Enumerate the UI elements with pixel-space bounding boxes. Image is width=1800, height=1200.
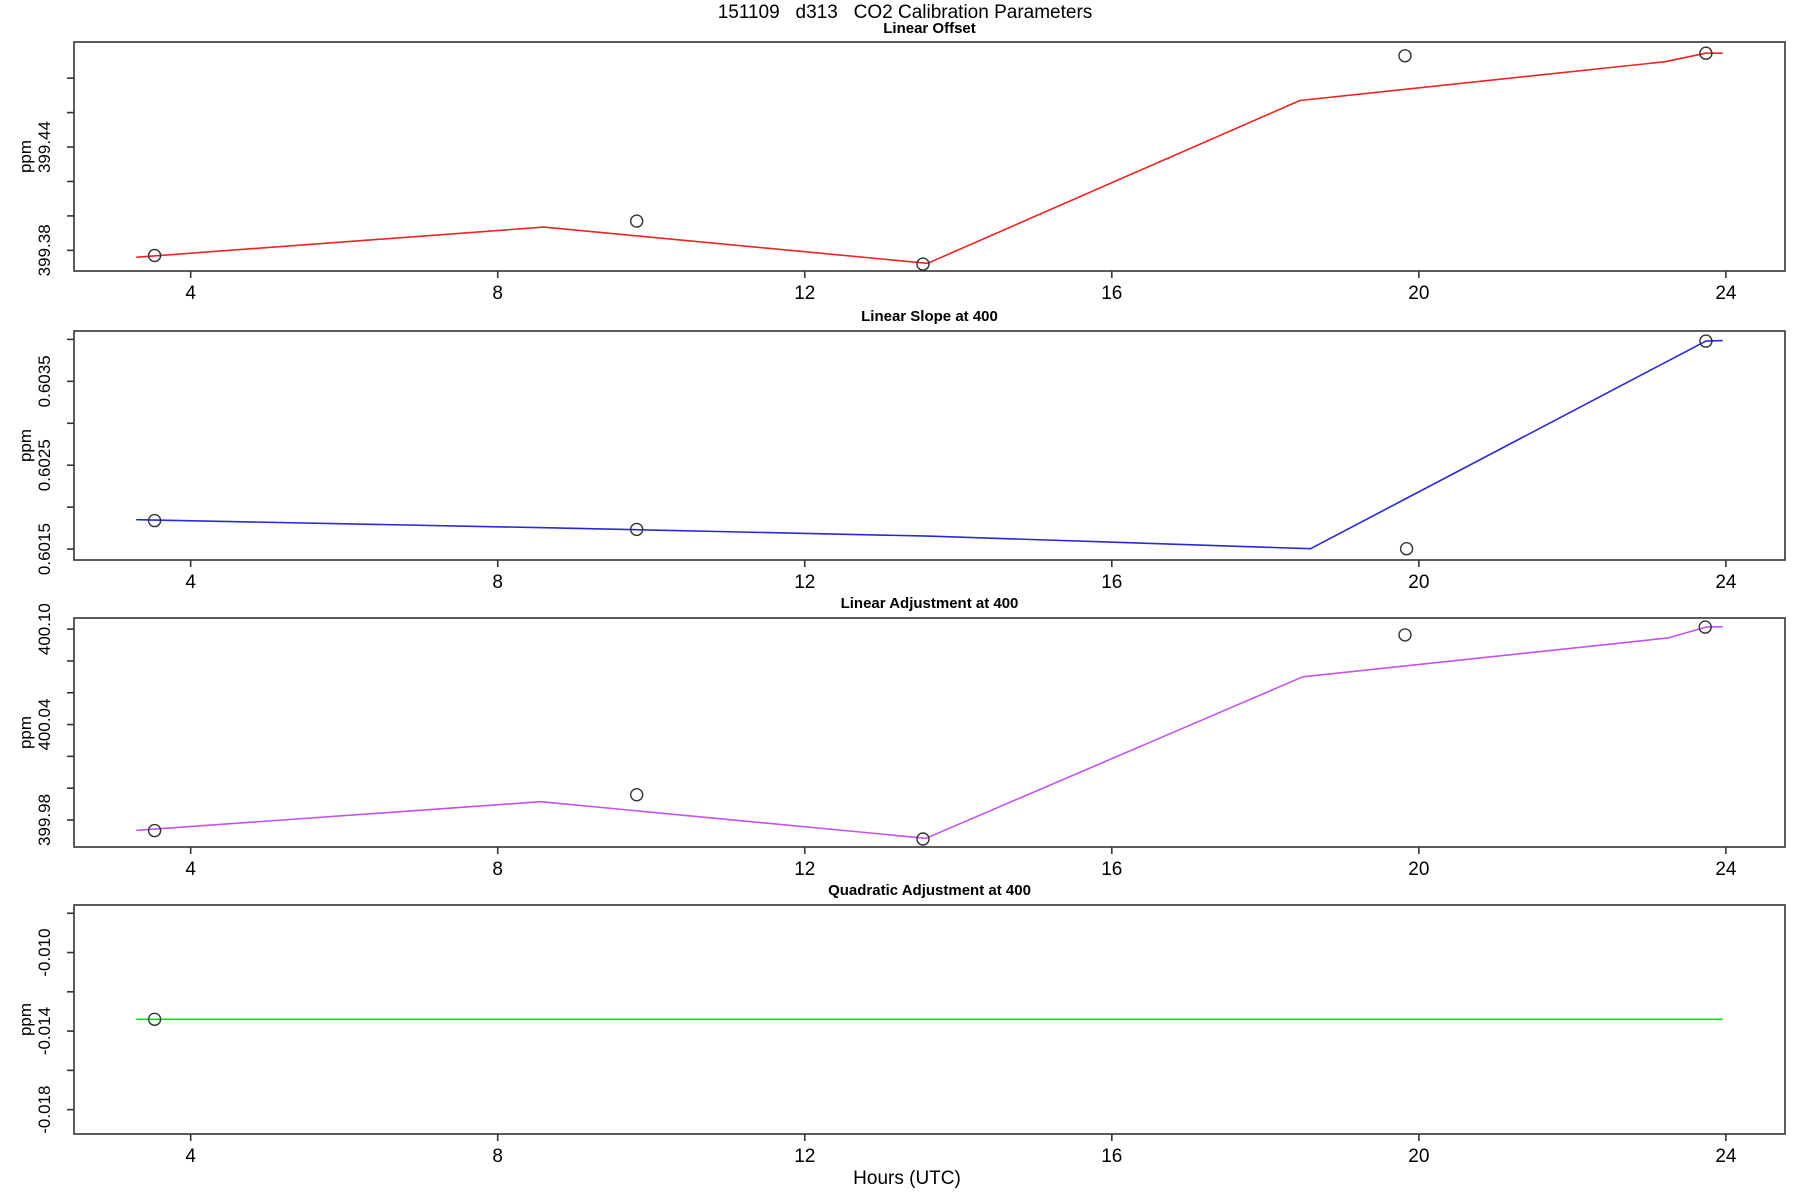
x-tick-label: 4: [185, 572, 196, 593]
figure-title: 151109 d313 CO2 Calibration Parameters: [717, 2, 1093, 23]
x-tick-label: 4: [185, 1146, 196, 1167]
data-point-circle: [147, 823, 162, 838]
x-tick-label: 4: [185, 283, 196, 304]
data-point-circle: [630, 788, 644, 802]
panel-title-quadratic-adjustment: Quadratic Adjustment at 400: [828, 882, 1031, 899]
panel-1: 4 8 12 16 20 24 0.6015 0.6025 0.6035 ppm: [16, 330, 1786, 593]
data-point-circle: [1398, 49, 1412, 63]
x-tick-label: 16: [1101, 1146, 1122, 1167]
x-tick-label: 12: [794, 572, 815, 593]
x-tick-label: 8: [492, 859, 503, 880]
data-point-circle: [1699, 46, 1713, 60]
x-tick-label: 24: [1715, 572, 1737, 593]
plot-box: [73, 330, 1786, 561]
data-point-circle: [1399, 542, 1414, 556]
panel-2: 4 8 12 16 20 24 399.98 400.04 400.10 ppm: [16, 603, 1786, 880]
x-tick-label: 16: [1101, 572, 1122, 593]
plot-box: [73, 41, 1786, 272]
x-tick-label: 20: [1408, 283, 1429, 304]
y-axis-title: ppm: [16, 140, 35, 173]
data-point-circle: [147, 1012, 162, 1026]
y-tick-label: -0.014: [35, 1007, 54, 1055]
y-tick-label: 0.6015: [35, 523, 54, 575]
y-tick-label: 0.6025: [35, 439, 54, 491]
plot-box: [73, 904, 1786, 1135]
panel-title-linear-slope: Linear Slope at 400: [861, 308, 998, 325]
x-tick-label: 8: [492, 572, 503, 593]
data-point-circle: [1699, 334, 1713, 348]
data-point-circle: [916, 257, 930, 271]
panel-3: 4 8 12 16 20 24 -0.018 -0.014 -0.010 ppm: [16, 904, 1786, 1167]
x-axis-title: Hours (UTC): [853, 1168, 961, 1189]
panel-title-linear-adjustment: Linear Adjustment at 400: [840, 595, 1019, 612]
data-point-circle: [147, 513, 162, 528]
y-tick-label: 0.6035: [35, 355, 54, 407]
x-tick-label: 12: [794, 859, 815, 880]
x-tick-label: 12: [794, 283, 815, 304]
y-tick-label: 399.98: [35, 794, 54, 846]
x-tick-label: 24: [1715, 1146, 1737, 1167]
x-tick-label: 24: [1715, 859, 1737, 880]
y-tick-label: 399.38: [35, 224, 54, 276]
data-point-circle: [1698, 620, 1712, 634]
y-axis-title: ppm: [16, 1003, 35, 1036]
x-tick-label: 20: [1408, 572, 1429, 593]
x-tick-label: 8: [492, 1146, 503, 1167]
y-axis-title: ppm: [16, 716, 35, 749]
x-tick-label: 20: [1408, 859, 1429, 880]
series-line: [136, 625, 1723, 840]
panel-title-linear-offset: Linear Offset: [883, 20, 976, 37]
data-point-circle: [630, 522, 644, 537]
series-line: [136, 339, 1723, 550]
data-point-circle: [916, 832, 930, 846]
x-tick-label: 4: [185, 859, 196, 880]
y-tick-label: 399.44: [35, 121, 54, 173]
x-tick-label: 16: [1101, 283, 1122, 304]
series-line: [136, 52, 1723, 265]
y-tick-label: -0.010: [35, 928, 54, 976]
y-tick-label: 400.04: [35, 699, 54, 751]
data-point-circle: [147, 248, 162, 263]
x-tick-label: 16: [1101, 859, 1122, 880]
y-tick-label: -0.018: [35, 1086, 54, 1134]
y-axis-title: ppm: [16, 429, 35, 462]
y-tick-label: 400.10: [35, 603, 54, 655]
x-tick-label: 12: [794, 1146, 815, 1167]
plot-box: [73, 617, 1786, 848]
x-tick-label: 8: [492, 283, 503, 304]
x-tick-label: 24: [1715, 283, 1737, 304]
x-tick-label: 20: [1408, 1146, 1429, 1167]
data-point-circle: [1398, 628, 1412, 642]
data-point-circle: [630, 214, 644, 228]
